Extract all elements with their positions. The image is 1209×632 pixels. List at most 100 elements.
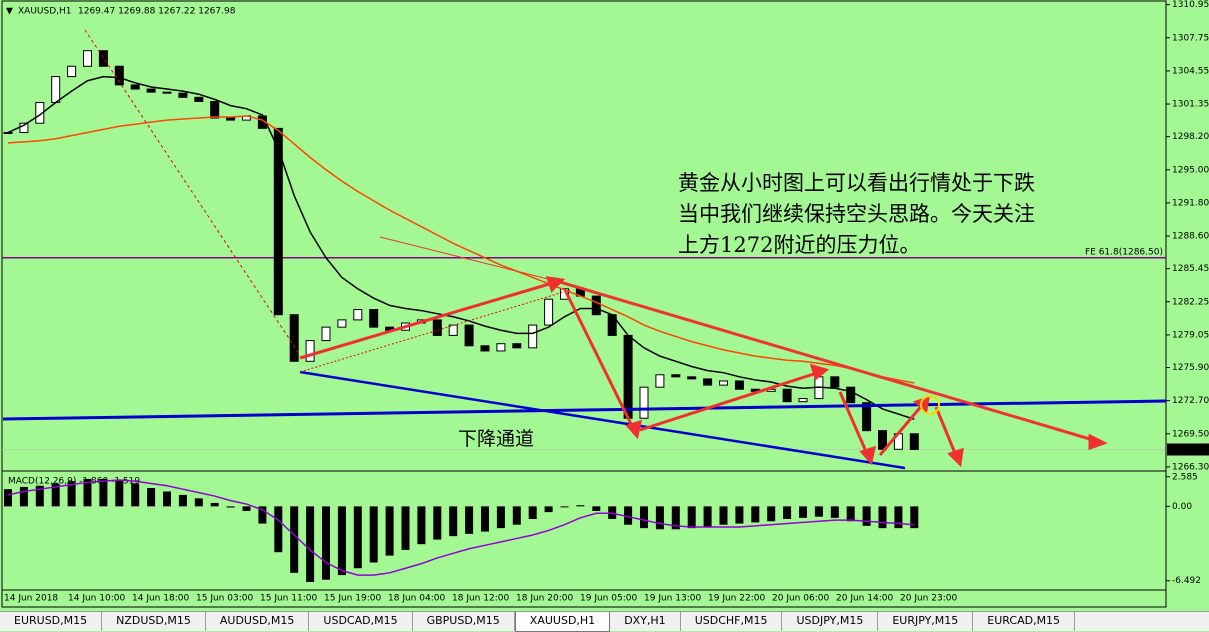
- x-tick-label: 20 Jun 14:00: [836, 594, 893, 604]
- candle: [782, 388, 792, 403]
- macd-bar: [306, 506, 315, 582]
- macd-bar: [369, 506, 378, 563]
- x-tick-label: 19 Jun 13:00: [644, 594, 701, 604]
- candle: [496, 343, 506, 352]
- chart-tab[interactable]: GBPUSD,M15: [413, 612, 515, 631]
- candle: [178, 92, 188, 98]
- macd-bar: [481, 506, 489, 532]
- macd-bar: [19, 486, 28, 507]
- macd-bar: [512, 506, 521, 525]
- y-tick-label: 1288.60: [1172, 232, 1209, 242]
- macd-signal: [7, 479, 915, 576]
- y-tick-label: 1272.70: [1172, 396, 1209, 406]
- macd-bar: [640, 506, 648, 529]
- chart-tab[interactable]: NZDUSD,M15: [102, 612, 206, 631]
- x-tick-label: 18 Jun 12:00: [452, 594, 509, 604]
- x-tick-label: 18 Jun 20:00: [516, 594, 573, 604]
- candle: [639, 386, 649, 419]
- arrow: [379, 236, 561, 283]
- x-tick-label: 18 Jun 04:00: [388, 594, 445, 604]
- y-tick-label: 1304.55: [1172, 66, 1209, 76]
- annotation-line: 当中我们继续保持空头思路。今天关注: [678, 202, 1035, 226]
- candle: [194, 96, 204, 102]
- macd-bar: [115, 480, 124, 507]
- candle: [623, 334, 633, 419]
- macd-bar: [337, 506, 346, 576]
- candle: [83, 50, 92, 67]
- x-tick-label: 14 Jun 2018: [4, 594, 58, 604]
- candle: [337, 319, 347, 328]
- macd-bar: [194, 498, 203, 507]
- candle: [321, 326, 331, 342]
- chart-tab[interactable]: DXY,H1: [610, 612, 681, 631]
- candle: [830, 376, 840, 388]
- price-label-bg: [1167, 443, 1209, 456]
- y-tick-label: 1295.00: [1172, 165, 1209, 175]
- candle: [703, 378, 713, 386]
- candle: [846, 386, 856, 404]
- macd-bar: [671, 506, 680, 530]
- chart-tab[interactable]: USDCAD,M15: [309, 612, 413, 631]
- x-tick-label: 15 Jun 11:00: [260, 594, 317, 604]
- arrow: [559, 280, 1101, 444]
- candle: [35, 101, 45, 124]
- chart-tab[interactable]: USDCHF,M15: [681, 612, 783, 631]
- highlight-circle: [920, 395, 940, 415]
- arrows: [299, 276, 1108, 468]
- macd-bar: [878, 506, 887, 529]
- macd-bar: [655, 506, 664, 530]
- candle: [3, 132, 13, 135]
- drawings: [2, 29, 1167, 470]
- macd-bar: [544, 506, 553, 513]
- chart-tab[interactable]: EURUSD,M15: [0, 612, 103, 631]
- candle: [878, 430, 887, 450]
- candle: [528, 324, 538, 349]
- macd-bar: [576, 505, 585, 507]
- macd-bar: [353, 506, 362, 569]
- candle: [798, 398, 808, 403]
- candle: [544, 298, 554, 326]
- macd-bar: [163, 491, 171, 507]
- candle: [162, 91, 172, 94]
- chart-tab[interactable]: EURCAD,M15: [973, 612, 1076, 631]
- annotation-line: 黄金从小时图上可以看出行情处于下跌: [678, 171, 1035, 195]
- chart-tab[interactable]: XAUUSD,H1: [514, 612, 611, 632]
- macd-bar: [417, 506, 426, 545]
- chart-tab[interactable]: AUDUSD,M15: [206, 612, 310, 631]
- candle: [655, 374, 665, 388]
- macd-bar: [767, 506, 776, 522]
- chart-tab[interactable]: EURJPY,M15: [878, 612, 974, 631]
- macd-bar: [242, 506, 251, 511]
- candle: [671, 374, 681, 378]
- x-tick-label: 15 Jun 19:00: [324, 594, 381, 604]
- ma-fast: [7, 75, 915, 420]
- macd-bar: [687, 506, 696, 529]
- y-tick-label: 1291.80: [1172, 198, 1209, 208]
- y-tick-label: 1266.30: [1172, 462, 1209, 472]
- candle: [591, 295, 601, 316]
- fib-line: [299, 289, 571, 373]
- chart-tab[interactable]: USDJPY,M15: [782, 612, 879, 631]
- macd-bar: [799, 506, 807, 518]
- macd-bar: [560, 506, 569, 508]
- y-tick-label: 1310.95: [1172, 0, 1209, 10]
- annotation: 黄金从小时图上可以看出行情处于下跌 当中我们继续保持空头思路。今天关注 上方12…: [678, 168, 1035, 261]
- y-tick-label: 1282.25: [1172, 297, 1209, 307]
- macd-bar: [226, 506, 235, 508]
- macd-bar: [735, 506, 744, 524]
- candle: [480, 345, 490, 352]
- y-tick-label: 0.00: [1172, 502, 1192, 512]
- candle: [353, 309, 363, 321]
- macd-bar: [147, 488, 156, 507]
- candle: [130, 84, 140, 90]
- x-tick-label: 14 Jun 18:00: [132, 594, 189, 604]
- macd-bar: [592, 506, 601, 511]
- chart: ▼ XAUUSD,H1 1269.47 1269.88 1267.22 1267…: [1, 0, 1209, 608]
- macd-bar: [783, 506, 792, 519]
- macd-bar: [719, 506, 728, 525]
- chart-symbol: ▼: [6, 7, 13, 17]
- x-tick-label: 19 Jun 05:00: [580, 594, 637, 604]
- y-tick-label: 1269.50: [1172, 429, 1209, 439]
- macd-bar: [178, 494, 187, 507]
- candle: [687, 376, 697, 380]
